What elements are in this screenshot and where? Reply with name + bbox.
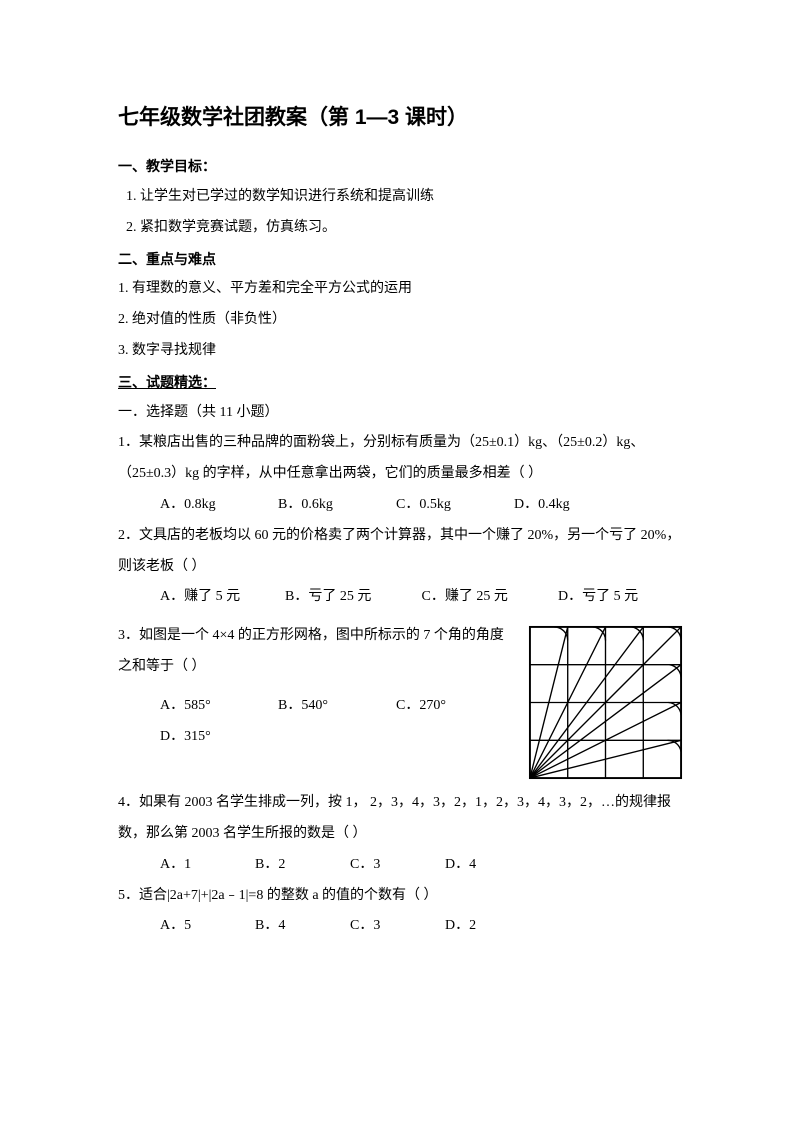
q5-opt-d: D．2 [445, 911, 540, 942]
q2-opt-d: D．亏了 5 元 [558, 582, 683, 613]
section1-item2: 2. 紧扣数学竞赛试题，仿真练习。 [118, 213, 683, 244]
section1-header: 一、教学目标： [118, 151, 683, 182]
section3-sub: 一．选择题（共 11 小题） [118, 398, 683, 429]
section2-item3: 3. 数字寻找规律 [118, 336, 683, 367]
q3-opt-b: B．540° [278, 691, 396, 722]
q2-options: A．赚了 5 元 B．亏了 25 元 C．赚了 25 元 D．亏了 5 元 [118, 582, 683, 613]
q1-options: A．0.8kg B．0.6kg C．0.5kg D．0.4kg [118, 490, 683, 521]
q4-opt-b: B．2 [255, 850, 350, 881]
q4-opt-a: A．1 [160, 850, 255, 881]
section2-header: 二、重点与难点 [118, 244, 683, 275]
q2-opt-c: C．赚了 25 元 [422, 582, 559, 613]
page-title: 七年级数学社团教案（第 1—3 课时） [118, 95, 683, 141]
section2-item1: 1. 有理数的意义、平方差和完全平方公式的运用 [118, 274, 683, 305]
q4-line2: 数，那么第 2003 名学生所报的数是（ ） [118, 819, 683, 850]
q3-opt-a: A．585° [160, 691, 278, 722]
q4-line1: 4．如果有 2003 名学生排成一列，按 1， 2，3，4，3，2，1，2，3，… [118, 788, 683, 819]
q3-opt-d: D．315° [160, 722, 278, 753]
q1-line2: （25±0.3）kg 的字样，从中任意拿出两袋，它们的质量最多相差（ ） [118, 459, 683, 490]
q3-options-row1: A．585° B．540° C．270° [118, 691, 516, 722]
q3-opt-c: C．270° [396, 691, 514, 722]
q1-opt-a: A．0.8kg [160, 490, 278, 521]
q5-opt-a: A．5 [160, 911, 255, 942]
q5-opt-c: C．3 [350, 911, 445, 942]
q2-opt-a: A．赚了 5 元 [160, 582, 285, 613]
q5-opt-b: B．4 [255, 911, 350, 942]
q1-line1: 1．某粮店出售的三种品牌的面粉袋上，分别标有质量为（25±0.1）kg、（25±… [118, 428, 683, 459]
q5-options: A．5 B．4 C．3 D．2 [118, 911, 683, 942]
q2-line1: 2．文具店的老板均以 60 元的价格卖了两个计算器，其中一个赚了 20%，另一个… [118, 521, 683, 552]
section3-header: 三、试题精选： [118, 367, 683, 398]
q2-line2: 则该老板（ ） [118, 552, 683, 583]
q2-opt-b: B．亏了 25 元 [285, 582, 422, 613]
q3-options-row2: D．315° [118, 722, 516, 753]
q3-line1: 3．如图是一个 4×4 的正方形网格，图中所标示的 7 个角的角度 [118, 621, 516, 652]
q4-options: A．1 B．2 C．3 D．4 [118, 850, 683, 881]
q1-opt-b: B．0.6kg [278, 490, 396, 521]
q3-line2: 之和等于（ ） [118, 652, 516, 683]
section2-item2: 2. 绝对值的性质（非负性） [118, 305, 683, 336]
q4-opt-c: C．3 [350, 850, 445, 881]
q1-opt-c: C．0.5kg [396, 490, 514, 521]
q1-opt-d: D．0.4kg [514, 490, 632, 521]
grid-figure [528, 625, 683, 780]
q4-opt-d: D．4 [445, 850, 540, 881]
q5-line1: 5．适合|2a+7|+|2a﹣1|=8 的整数 a 的值的个数有（ ） [118, 881, 683, 912]
section1-item1: 1. 让学生对已学过的数学知识进行系统和提高训练 [118, 182, 683, 213]
